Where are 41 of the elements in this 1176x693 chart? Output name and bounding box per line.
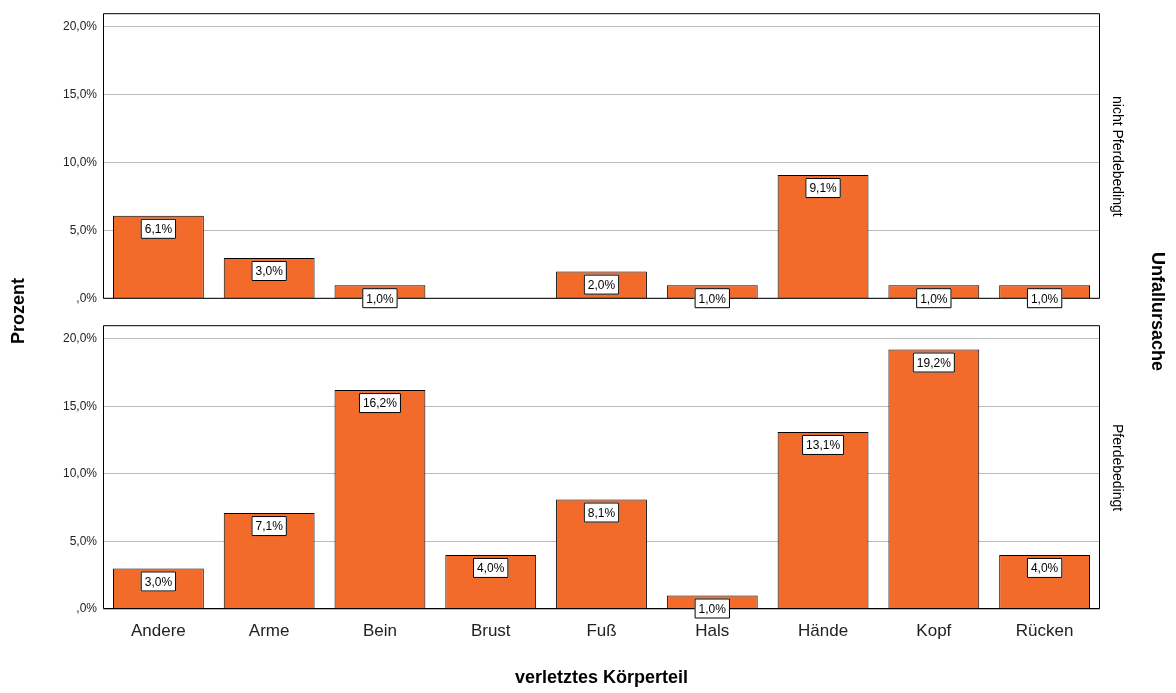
data-label: 4,0% (1030, 561, 1059, 576)
x-tick-label: Bein (362, 620, 397, 640)
x-tick-label: Hals (695, 620, 730, 640)
x-tick-label: Hände (798, 620, 849, 640)
data-label: 1,0% (920, 291, 948, 306)
data-label: 3,0% (144, 574, 173, 589)
x-tick-label: Kopf (916, 620, 952, 640)
y2-axis-title: Pferdebedingt (1110, 423, 1126, 511)
data-label: 3,0% (255, 264, 284, 279)
data-label: 9,1% (809, 181, 838, 196)
data-label: 1,0% (698, 291, 727, 306)
data-label: 13,1% (806, 438, 841, 453)
x-tick-label: Andere (130, 620, 186, 640)
x-tick-label: Arme (248, 620, 290, 640)
y-tick-label: 5,0% (69, 223, 98, 238)
data-label: 16,2% (362, 396, 398, 411)
x-tick-label: Brust (470, 620, 511, 640)
data-label: 19,2% (916, 355, 952, 370)
x-axis-title: verletztes Körperteil (514, 667, 689, 688)
data-label: 6,1% (144, 222, 173, 237)
y-tick-label: 20,0% (62, 19, 98, 34)
text: Unfallursache (1147, 251, 1168, 371)
y-tick-label: 10,0% (62, 155, 98, 170)
data-label: 7,1% (255, 519, 284, 534)
y-tick-label: ,0% (76, 291, 98, 306)
y-tick-label: 15,0% (62, 87, 98, 102)
y-tick-label: 10,0% (62, 466, 98, 481)
data-label: 8,1% (587, 505, 616, 520)
y-tick-label: ,0% (76, 601, 98, 616)
data-label: 4,0% (477, 561, 505, 576)
y-tick-label: 5,0% (69, 533, 98, 548)
y-tick-label: 20,0% (62, 331, 98, 346)
x-tick-label: Rücken (1015, 620, 1074, 640)
data-label: 1,0% (698, 601, 727, 616)
data-label: 1,0% (1030, 291, 1059, 306)
y-tick-label: 15,0% (62, 398, 98, 413)
data-label: 1,0% (366, 291, 394, 306)
data-label: 2,0% (587, 277, 616, 292)
y-axis-title: Prozent (8, 278, 29, 345)
y2-axis-title: nicht Pferdebedingt (1110, 95, 1126, 217)
x-tick-label: Fuß (586, 620, 617, 640)
